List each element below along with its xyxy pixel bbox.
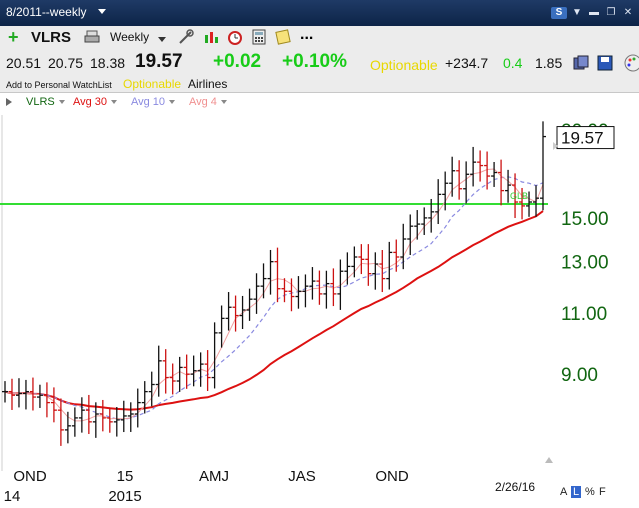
pointer-icon xyxy=(553,142,558,150)
dropdown-icon[interactable]: ▼ xyxy=(572,7,582,18)
optionable-tag: Optionable xyxy=(123,77,182,91)
stat-3: 1.85 xyxy=(535,55,563,71)
quote-bar: 20.51 20.75 18.38 19.57 +0.02 +0.10% Opt… xyxy=(0,48,639,76)
scroll-up-icon xyxy=(545,457,553,463)
more-icon[interactable]: ... xyxy=(300,26,314,43)
change-percent: +0.10% xyxy=(282,51,347,72)
minimize-icon[interactable]: ▬ xyxy=(589,7,599,18)
glb-note: GLB xyxy=(510,191,528,201)
close-icon[interactable]: ✕ xyxy=(623,7,633,18)
period-select[interactable]: Weekly xyxy=(110,30,150,44)
open-value: 20.51 xyxy=(6,55,42,71)
note-icon[interactable] xyxy=(275,29,291,45)
y-tick-label: 9.00 xyxy=(561,365,598,386)
window-titlebar: 8/2011--weekly S ▼ ▬ ❐ ✕ xyxy=(0,0,639,26)
footer-btn-l[interactable]: L xyxy=(571,486,582,498)
stack-icon[interactable] xyxy=(573,55,589,71)
print-icon[interactable] xyxy=(84,29,100,45)
chart-legend: VLRS Avg 30 Avg 10 Avg 4 xyxy=(0,93,639,111)
avg10-line xyxy=(4,176,544,421)
toolbar: + VLRS Weekly ... xyxy=(0,26,639,48)
legend-avg30[interactable]: Avg 30 xyxy=(73,96,118,108)
avg4-line xyxy=(4,168,544,422)
legend-symbol[interactable]: VLRS xyxy=(26,96,65,108)
x-tick-label: OND xyxy=(13,468,47,485)
add-watchlist-link[interactable]: Add to Personal WatchList xyxy=(6,80,112,90)
alarm-clock-icon[interactable] xyxy=(227,29,243,45)
x-year-label: 2015 xyxy=(108,488,141,505)
calculator-icon[interactable] xyxy=(251,29,267,45)
x-tick-label: JAS xyxy=(288,468,316,485)
chart-type-icon[interactable] xyxy=(203,29,219,45)
footer-btn-f[interactable]: F xyxy=(599,486,606,498)
footer-btn-pct[interactable]: % xyxy=(585,486,595,498)
price-chart[interactable]: GLB9.0011.0013.0015.0020.0019.57OND15AMJ… xyxy=(0,111,639,508)
legend-avg10[interactable]: Avg 10 xyxy=(131,96,176,108)
last-price: 19.57 xyxy=(135,51,183,72)
x-year-label: 14 xyxy=(4,488,21,505)
avg30-line xyxy=(4,210,544,411)
badge-icon[interactable]: S xyxy=(551,7,567,19)
high-value: 20.75 xyxy=(48,55,84,71)
symbol-label[interactable]: VLRS xyxy=(31,29,72,46)
y-tick-label: 11.00 xyxy=(561,304,607,325)
stat-1: +234.7 xyxy=(445,55,489,71)
footer-btn-a[interactable]: A xyxy=(560,486,568,498)
y-tick-label: 13.00 xyxy=(561,253,609,274)
info-bar: Add to Personal WatchList Optionable Air… xyxy=(0,76,639,93)
legend-avg4[interactable]: Avg 4 xyxy=(189,96,227,108)
chevron-down-icon[interactable] xyxy=(158,37,166,42)
palette-icon[interactable] xyxy=(623,54,639,72)
y-tick-label: 15.00 xyxy=(561,209,609,230)
last-date-label: 2/26/16 xyxy=(495,480,535,494)
save-icon[interactable] xyxy=(597,55,613,71)
chart-background xyxy=(0,111,639,508)
tools-icon[interactable] xyxy=(178,29,194,45)
last-price-label: 19.57 xyxy=(561,129,604,148)
arrow-icon xyxy=(6,98,12,106)
restore-icon[interactable]: ❐ xyxy=(606,7,616,18)
industry-label[interactable]: Airlines xyxy=(188,77,228,91)
title-dropdown-icon[interactable] xyxy=(98,9,106,14)
x-tick-label: OND xyxy=(375,468,409,485)
last-price-box xyxy=(556,126,615,150)
plus-icon[interactable]: + xyxy=(8,27,19,47)
optionable-label: Optionable xyxy=(370,57,438,73)
change-value: +0.02 xyxy=(213,51,262,72)
x-tick-label: 15 xyxy=(117,468,134,485)
window-title: 8/2011--weekly xyxy=(6,5,87,19)
x-tick-label: AMJ xyxy=(199,468,229,485)
stat-2: 0.4 xyxy=(503,55,523,71)
low-value: 18.38 xyxy=(90,55,126,71)
